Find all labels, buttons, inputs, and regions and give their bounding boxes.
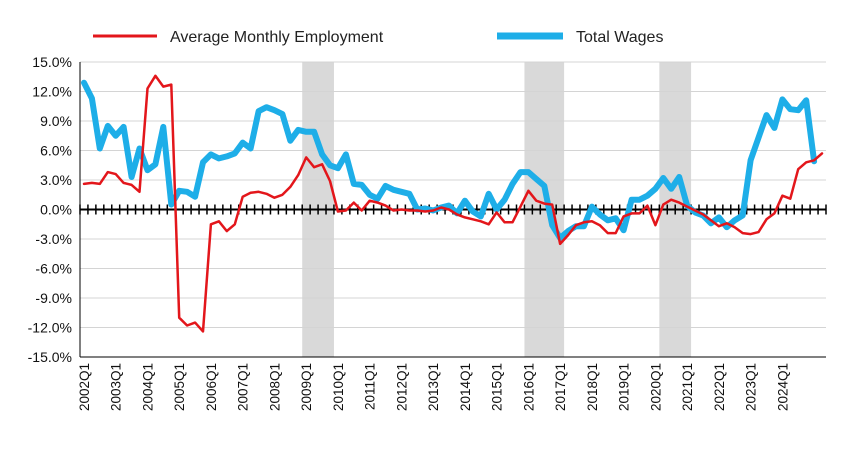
y-tick-label: -15.0%	[28, 349, 72, 365]
x-tick-label: 2005Q1	[172, 363, 187, 411]
legend-label-employment: Average Monthly Employment	[170, 29, 384, 46]
x-tick-label: 2015Q1	[490, 363, 505, 411]
y-tick-label: 0.0%	[40, 202, 72, 218]
x-tick-label: 2014Q1	[458, 363, 473, 411]
y-axis: 15.0% 12.0% 9.0% 6.0% 3.0% 0.0% -3.0% -6.0% -9.0…	[28, 54, 81, 365]
y-tick-label: 6.0%	[40, 143, 72, 159]
x-tick-label: 2017Q1	[553, 363, 568, 411]
y-tick-label: -6.0%	[35, 261, 72, 277]
y-tick-label: 12.0%	[32, 84, 72, 100]
x-axis: 2002Q1 2003Q1 2004Q1 2005Q1 2006Q1 2007Q1 2008…	[77, 356, 826, 411]
x-tick-label: 2002Q1	[77, 363, 92, 411]
x-tick-label: 2010Q1	[331, 363, 346, 411]
y-tick-label: -3.0%	[35, 231, 72, 247]
legend: Average Monthly Employment Total Wages	[93, 29, 663, 46]
series-lines	[81, 74, 824, 333]
legend-label-wages: Total Wages	[576, 29, 663, 46]
y-tick-label: 15.0%	[32, 54, 72, 70]
y-tick-label: 9.0%	[40, 113, 72, 129]
x-tick-label: 2007Q1	[236, 363, 251, 411]
x-tick-label: 2022Q1	[712, 363, 727, 411]
x-tick-label: 2004Q1	[140, 363, 155, 411]
x-tick-label: 2013Q1	[426, 363, 441, 411]
x-tick-label: 2008Q1	[267, 363, 282, 411]
x-tick-label: 2011Q1	[363, 363, 378, 410]
x-tick-label: 2018Q1	[585, 363, 600, 411]
x-tick-label: 2021Q1	[680, 363, 695, 411]
x-tick-label: 2023Q1	[744, 363, 759, 411]
y-tick-label: -9.0%	[35, 290, 72, 306]
x-tick-label: 2006Q1	[204, 363, 219, 411]
x-tick-label: 2003Q1	[109, 363, 124, 411]
y-tick-label: -12.0%	[28, 320, 72, 336]
x-tick-label: 2019Q1	[617, 363, 632, 411]
series-line-employment	[82, 74, 824, 333]
x-tick-label: 2012Q1	[394, 363, 409, 411]
y-tick-label: 3.0%	[40, 172, 72, 188]
x-tick-label: 2009Q1	[299, 363, 314, 411]
x-tick-label: 2024Q1	[775, 363, 790, 411]
x-tick-label: 2020Q1	[648, 363, 663, 411]
x-tick-label: 2016Q1	[521, 363, 536, 411]
